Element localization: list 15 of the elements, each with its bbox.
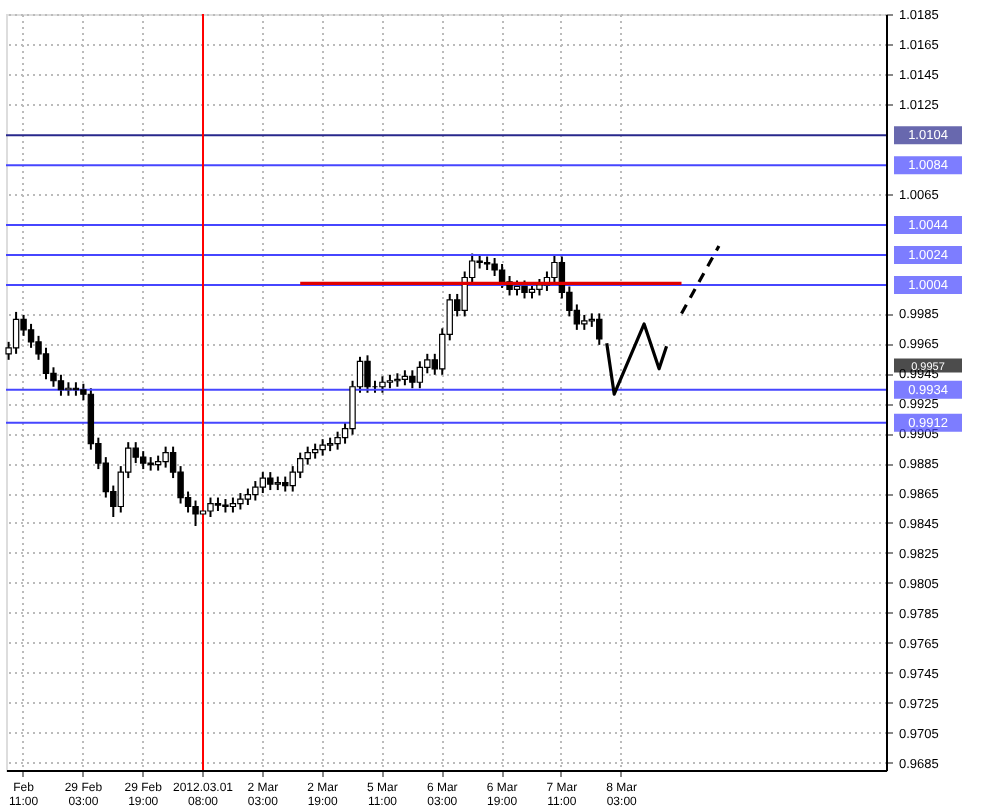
candlestick <box>57 373 65 397</box>
line-series <box>605 322 669 396</box>
candlestick <box>364 354 371 394</box>
candlestick <box>252 480 259 502</box>
candlestick <box>416 360 424 390</box>
candlestick <box>259 471 267 495</box>
candlestick <box>162 445 169 469</box>
candlestick <box>551 254 558 285</box>
candlestick <box>207 496 214 518</box>
candlestick <box>192 499 199 527</box>
candlestick <box>27 322 35 349</box>
candlestick <box>596 312 603 346</box>
candlestick <box>498 263 506 289</box>
candlestick <box>132 441 139 465</box>
candlestick <box>12 310 20 355</box>
